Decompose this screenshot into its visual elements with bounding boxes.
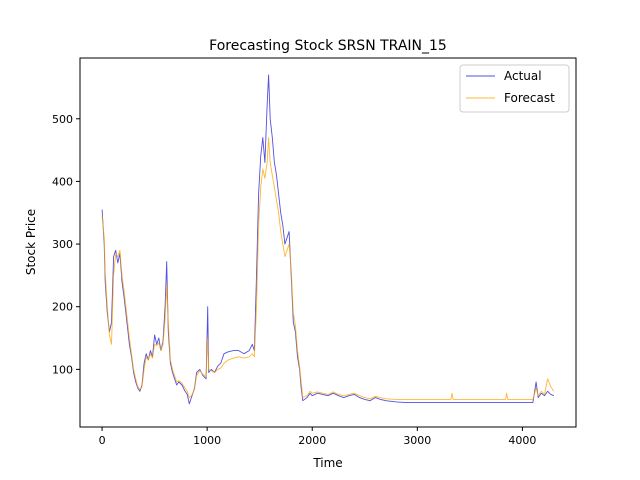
series-line-actual <box>101 74 555 405</box>
series-layer <box>101 74 555 405</box>
y-tick-label: 500 <box>52 113 73 126</box>
y-tick-label: 400 <box>52 175 73 188</box>
x-tick-label: 2000 <box>298 434 326 447</box>
y-tick-label: 100 <box>52 363 73 376</box>
x-tick-label: 0 <box>99 434 106 447</box>
y-tick-label: 300 <box>52 238 73 251</box>
legend-label-forecast: Forecast <box>504 91 555 105</box>
series-line-forecast <box>101 137 555 400</box>
x-tick-label: 3000 <box>403 434 431 447</box>
y-axis-ticks: 100 200 300 400 500 <box>52 113 80 376</box>
legend-label-actual: Actual <box>504 69 542 83</box>
chart-title: Forecasting Stock SRSN TRAIN_15 <box>209 38 447 54</box>
x-tick-label: 4000 <box>508 434 536 447</box>
plot-area <box>79 57 577 428</box>
x-axis-ticks: 0 1000 2000 3000 4000 <box>99 427 536 447</box>
plot-frame <box>79 57 577 428</box>
legend-box <box>459 64 570 113</box>
x-tick-label: 1000 <box>193 434 221 447</box>
y-axis-label: Stock Price <box>24 209 38 275</box>
x-axis-label: Time <box>312 456 342 470</box>
legend: Actual Forecast <box>459 64 570 113</box>
y-tick-label: 200 <box>52 301 73 314</box>
